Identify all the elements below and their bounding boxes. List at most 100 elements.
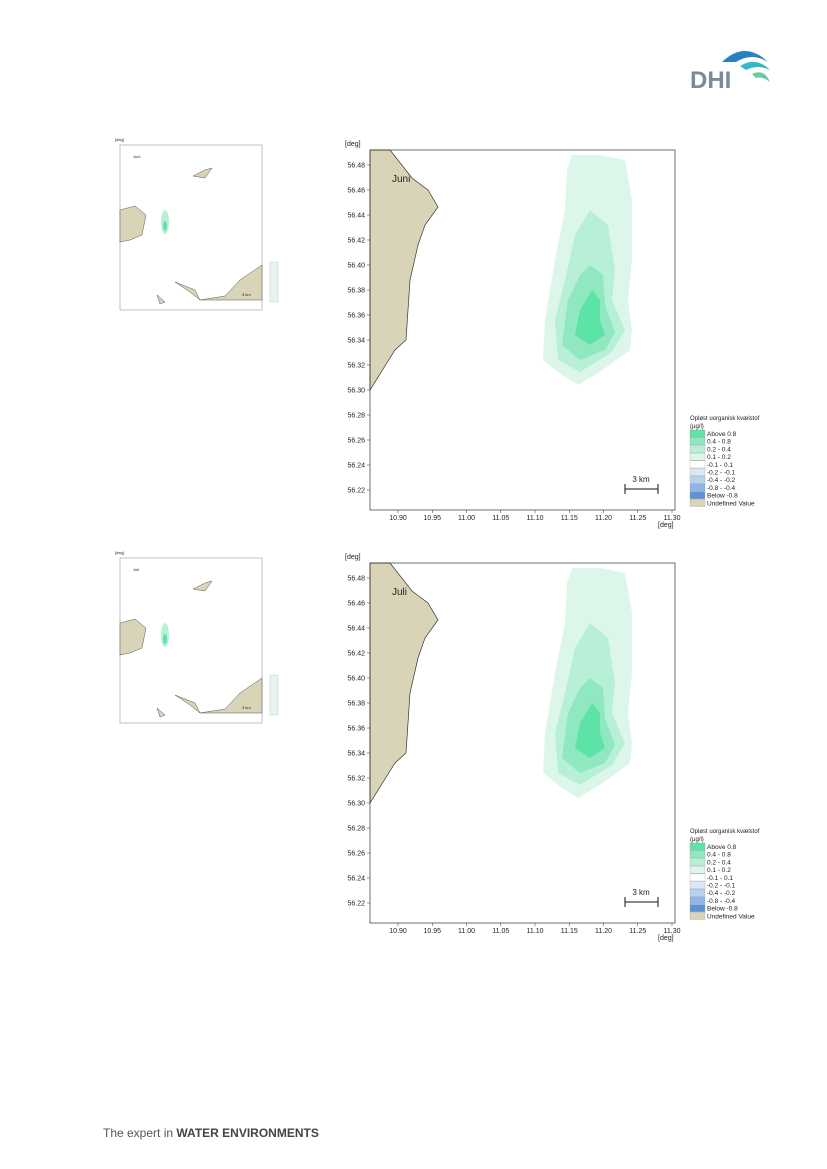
overview-legend: [269, 674, 279, 716]
footer-emphasis: WATER ENVIRONMENTS: [176, 1126, 318, 1140]
y-tick-label: 56.42: [347, 651, 365, 658]
x-tick-label: 11.10: [527, 928, 544, 935]
legend-label: Below -0.8: [707, 493, 738, 500]
legend-swatch: [689, 476, 706, 484]
legend: Opløst uorganisk kvælstof (µg/l)Above 0.8…: [689, 416, 760, 507]
y-tick-label: 56.24: [347, 463, 365, 470]
scale-label: 3 km: [632, 888, 650, 897]
legend-label: -0.8 - -0.4: [707, 898, 736, 905]
x-unit: [deg]: [658, 522, 674, 529]
legend-label: 0.1 - 0.2: [707, 454, 731, 461]
legend-swatch: [689, 896, 706, 905]
x-tick-label: 11.15: [561, 928, 578, 935]
legend-label: -0.4 - -0.2: [707, 890, 736, 897]
legend-unit: (µg/l): [690, 837, 704, 843]
y-tick-label: 56.36: [347, 313, 365, 320]
legend-swatch: [689, 904, 706, 912]
y-tick-label: 56.40: [347, 676, 365, 683]
overview-scale: 3 km: [242, 292, 251, 297]
x-unit: [deg]: [658, 935, 674, 942]
y-tick-label: 56.40: [347, 263, 365, 270]
overview-land: [119, 618, 147, 656]
scale-label: 3 km: [632, 475, 650, 484]
legend-swatch: [689, 452, 706, 461]
legend-label: -0.8 - -0.4: [707, 485, 736, 492]
overview-legend: [269, 261, 279, 303]
x-tick-label: 11.20: [595, 928, 612, 935]
y-tick-label: 56.46: [347, 188, 365, 195]
overview-map: Juni [deg] 3 km: [115, 137, 279, 311]
scale-bar: [624, 897, 659, 907]
legend-swatch: [689, 873, 706, 882]
overview-unit: [deg]: [115, 137, 124, 142]
y-tick-label: 56.36: [347, 726, 365, 733]
legend-label: 0.1 - 0.2: [707, 867, 731, 874]
y-tick-label: 56.34: [347, 338, 365, 345]
legend-swatch: [689, 858, 706, 866]
overview-land: [174, 264, 263, 301]
x-tick-label: 11.30: [664, 515, 681, 522]
legend-label: Above 0.8: [707, 844, 737, 851]
legend-label: -0.4 - -0.2: [707, 477, 736, 484]
legend-label: -0.1 - 0.1: [707, 462, 733, 469]
x-tick-label: 10.95: [423, 515, 441, 522]
figure: Juni [deg] 3 km Juni [deg] [deg] 56.48 56.46 56.…: [115, 137, 760, 529]
overview-unit: [deg]: [115, 550, 124, 555]
logo-text: DHI: [690, 67, 731, 94]
y-tick-label: 56.38: [347, 701, 365, 708]
y-tick-label: 56.28: [347, 826, 365, 833]
overview-land: [192, 167, 213, 179]
y-tick-label: 56.28: [347, 413, 365, 420]
legend-label: 0.2 - 0.4: [707, 859, 731, 866]
month-label: Juli: [392, 587, 407, 598]
y-tick-label: 56.48: [347, 163, 365, 170]
x-tick-label: 11.15: [561, 515, 578, 522]
legend-label: -0.1 - 0.1: [707, 875, 733, 882]
legend-swatch: [689, 491, 706, 499]
x-tick-label: 11.00: [458, 515, 475, 522]
y-tick-label: 56.42: [347, 238, 365, 245]
x-tick-label: 10.90: [389, 928, 407, 935]
y-tick-label: 56.26: [347, 851, 365, 858]
main-map: Juni [deg] [deg] 56.48 56.46 56.44 56.42 56.40 5…: [345, 141, 681, 529]
month-label: Juni: [392, 174, 410, 185]
y-tick-label: 56.24: [347, 876, 365, 883]
legend-title: Opløst uorganisk kvælstof: [690, 829, 760, 835]
legend: Opløst uorganisk kvælstof (µg/l)Above 0.8…: [689, 829, 760, 920]
legend-swatch: [689, 437, 706, 446]
overview-plume: [163, 221, 167, 231]
legend-title: Opløst uorganisk kvælstof: [690, 416, 760, 422]
overview-land: [156, 294, 166, 305]
legend-label: 0.2 - 0.4: [707, 446, 731, 453]
x-tick-label: 10.90: [389, 515, 407, 522]
footer: The expert in WATER ENVIRONMENTS: [103, 1126, 319, 1140]
overview-scale: 3 km: [242, 705, 251, 710]
x-tick-label: 11.05: [492, 515, 509, 522]
x-tick-label: 11.05: [492, 928, 509, 935]
x-tick-label: 11.10: [527, 515, 544, 522]
overview-land: [119, 205, 147, 243]
concentration-contour: [575, 703, 605, 758]
legend-swatch: [689, 445, 706, 453]
y-tick-label: 56.44: [347, 213, 365, 220]
overview-label: Juni: [133, 154, 140, 159]
footer-lead: The expert in: [103, 1126, 176, 1140]
legend-label: Undefined Value: [707, 913, 755, 920]
legend-swatch: [689, 460, 706, 469]
overview-land: [156, 707, 166, 718]
legend-swatch: [689, 850, 706, 859]
legend-label: Above 0.8: [707, 431, 737, 438]
legend-swatch: [689, 881, 706, 889]
y-unit: [deg]: [345, 141, 361, 148]
y-tick-label: 56.48: [347, 576, 365, 583]
legend-swatch: [689, 865, 706, 874]
legend-swatch: [689, 889, 706, 897]
land: [369, 149, 439, 392]
x-tick-label: 11.30: [664, 928, 681, 935]
legend-swatch: [689, 429, 706, 438]
main-map: Juli [deg] [deg] 56.48 56.46 56.44 56.42 56.40 5…: [345, 554, 681, 942]
x-tick-label: 11.00: [458, 928, 475, 935]
y-tick-label: 56.34: [347, 751, 365, 758]
x-tick-label: 10.95: [423, 928, 441, 935]
